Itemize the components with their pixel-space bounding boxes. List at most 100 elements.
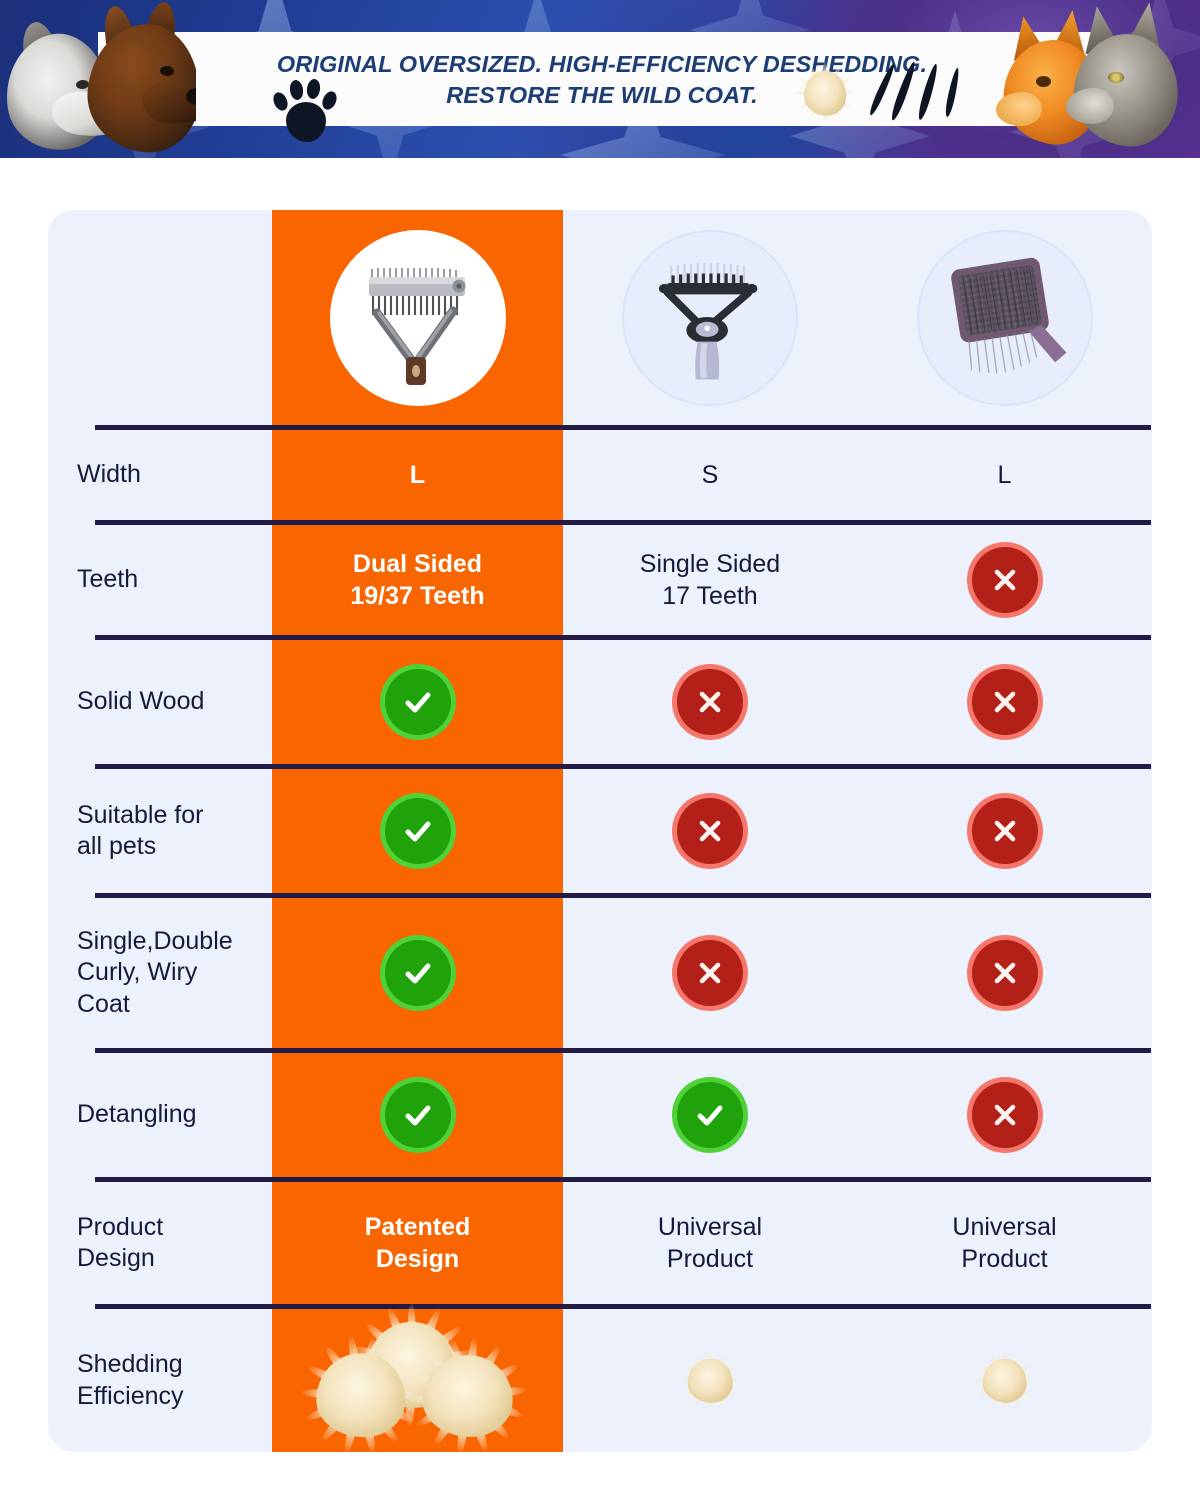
cross-icon: [677, 798, 743, 864]
cross-icon: [971, 669, 1038, 735]
banner-headline: ORIGINAL OVERSIZED. HIGH-EFFICIENCY DESH…: [98, 36, 1106, 124]
cell-value: Dual Sided 19/37 Teeth: [350, 550, 485, 610]
row-label-product-design: Product Design: [48, 1182, 272, 1304]
row-label-text: Suitable for all pets: [77, 800, 204, 861]
cross-icon: [971, 798, 1038, 864]
table-row-product-design: Product Design Patented Design Universal Pr…: [48, 1182, 1152, 1304]
row-label-coat-types: Single,Double Curly, Wiry Coat: [48, 898, 272, 1048]
cell-width-competitor-b: S: [563, 430, 857, 520]
row-divider: [95, 1048, 1151, 1053]
cross-icon: [971, 1082, 1038, 1148]
row-label-text: Detangling: [77, 1100, 197, 1129]
row-label-shedding-efficiency: Shedding Efficiency: [48, 1309, 272, 1452]
cross-icon: [971, 547, 1038, 613]
cell-coat-types-hero: [272, 898, 563, 1048]
cell-suitable-competitor-c: [857, 769, 1152, 893]
header-product-hero: [272, 210, 563, 425]
hero-banner: ORIGINAL OVERSIZED. HIGH-EFFICIENCY DESH…: [0, 0, 1200, 158]
row-divider: [95, 520, 1151, 525]
cell-value: L: [409, 460, 426, 489]
table-row-suitable-all-pets: Suitable for all pets: [48, 769, 1152, 893]
cell-value: Single Sided 17 Teeth: [639, 550, 781, 610]
comparison-table: Width L S L Teeth Dual Sided 19/37 Teeth …: [48, 210, 1152, 1456]
cross-icon: [677, 669, 743, 735]
cell-suitable-hero: [272, 769, 563, 893]
cats-photo: [990, 0, 1200, 158]
row-divider: [95, 425, 1151, 430]
banner-headline-line-2: RESTORE THE WILD COAT.: [446, 81, 758, 108]
cell-width-hero: L: [272, 430, 563, 520]
product-image-competitor-b: [622, 229, 798, 406]
row-divider: [95, 1177, 1151, 1182]
cross-icon: [971, 940, 1038, 1006]
row-label-text: Teeth: [77, 565, 139, 594]
row-divider: [95, 635, 1151, 640]
cell-value: Patented Design: [364, 1213, 471, 1273]
cell-value: Universal Product: [952, 1213, 1057, 1273]
slicker-brush-icon: [950, 257, 1066, 374]
row-label-text: Shedding Efficiency: [77, 1350, 184, 1410]
product-image-competitor-c: [916, 229, 1093, 406]
cell-product-design-hero: Patented Design: [272, 1182, 563, 1304]
banner-white-strip: [98, 32, 1106, 126]
cell-coat-types-competitor-b: [563, 898, 857, 1048]
cell-detangling-competitor-c: [857, 1053, 1152, 1177]
header-label-cell: [48, 210, 272, 425]
cell-width-competitor-c: L: [857, 430, 1152, 520]
dual-sided-rake-icon: [368, 267, 465, 385]
table-row-width: Width L S L: [48, 430, 1152, 520]
cell-shedding-competitor-c: [857, 1309, 1152, 1452]
cell-value: Universal Product: [657, 1213, 763, 1273]
table-row-shedding-efficiency: Shedding Efficiency: [48, 1302, 1152, 1456]
row-label-text: Single,Double Curly, Wiry Coat: [77, 926, 233, 1018]
table-header-row: [48, 210, 1152, 425]
large-fur-pile-icon: [293, 1302, 543, 1456]
single-sided-rake-icon: [658, 262, 758, 380]
table-row-teeth: Teeth Dual Sided 19/37 Teeth Single Sided…: [48, 525, 1152, 635]
table-row-detangling: Detangling: [48, 1053, 1152, 1177]
claw-scratch-icon: [867, 60, 976, 128]
row-label-detangling: Detangling: [48, 1053, 272, 1177]
cell-product-design-competitor-b: Universal Product: [563, 1182, 857, 1304]
table-row-solid-wood: Solid Wood: [48, 640, 1152, 764]
cell-solid-wood-competitor-b: [563, 640, 857, 764]
check-icon: [384, 940, 451, 1006]
row-label-text: Solid Wood: [77, 687, 205, 716]
row-label-suitable-all-pets: Suitable for all pets: [48, 769, 272, 893]
check-icon: [677, 1082, 743, 1148]
check-icon: [384, 798, 451, 864]
row-divider: [95, 1304, 1151, 1309]
dogs-photo: [0, 0, 196, 158]
cell-teeth-competitor-b: Single Sided 17 Teeth: [563, 525, 857, 635]
cell-solid-wood-competitor-c: [857, 640, 1152, 764]
header-product-competitor-c: [857, 210, 1152, 425]
row-label-text: Width: [77, 460, 141, 489]
cell-suitable-competitor-b: [563, 769, 857, 893]
header-product-competitor-b: [563, 210, 857, 425]
table-row-coat-types: Single,Double Curly, Wiry Coat: [48, 898, 1152, 1048]
cell-coat-types-competitor-c: [857, 898, 1152, 1048]
cross-icon: [677, 940, 743, 1006]
row-label-teeth: Teeth: [48, 525, 272, 635]
cell-teeth-hero: Dual Sided 19/37 Teeth: [272, 525, 563, 635]
small-fur-tuft-icon: [972, 1348, 1037, 1413]
cell-detangling-hero: [272, 1053, 563, 1177]
cell-detangling-competitor-b: [563, 1053, 857, 1177]
row-divider: [95, 764, 1151, 769]
check-icon: [384, 1082, 451, 1148]
row-label-text: Product Design: [77, 1212, 164, 1273]
check-icon: [384, 669, 451, 735]
cell-teeth-competitor-c: [857, 525, 1152, 635]
fur-tuft-icon: [792, 60, 858, 126]
cell-product-design-competitor-c: Universal Product: [857, 1182, 1152, 1304]
cell-value: S: [701, 461, 719, 489]
small-fur-tuft-icon: [677, 1348, 743, 1413]
cell-value: L: [997, 461, 1012, 489]
row-label-width: Width: [48, 430, 272, 520]
paw-print-icon: [270, 76, 344, 142]
comparison-card: Width L S L Teeth Dual Sided 19/37 Teeth …: [48, 210, 1152, 1456]
cell-solid-wood-hero: [272, 640, 563, 764]
row-divider: [95, 893, 1151, 898]
row-label-solid-wood: Solid Wood: [48, 640, 272, 764]
cell-shedding-hero: [272, 1302, 563, 1456]
